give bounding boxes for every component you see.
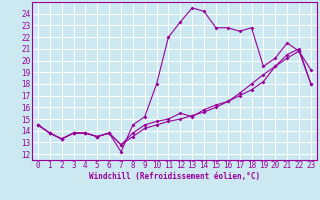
X-axis label: Windchill (Refroidissement éolien,°C): Windchill (Refroidissement éolien,°C) <box>89 172 260 181</box>
